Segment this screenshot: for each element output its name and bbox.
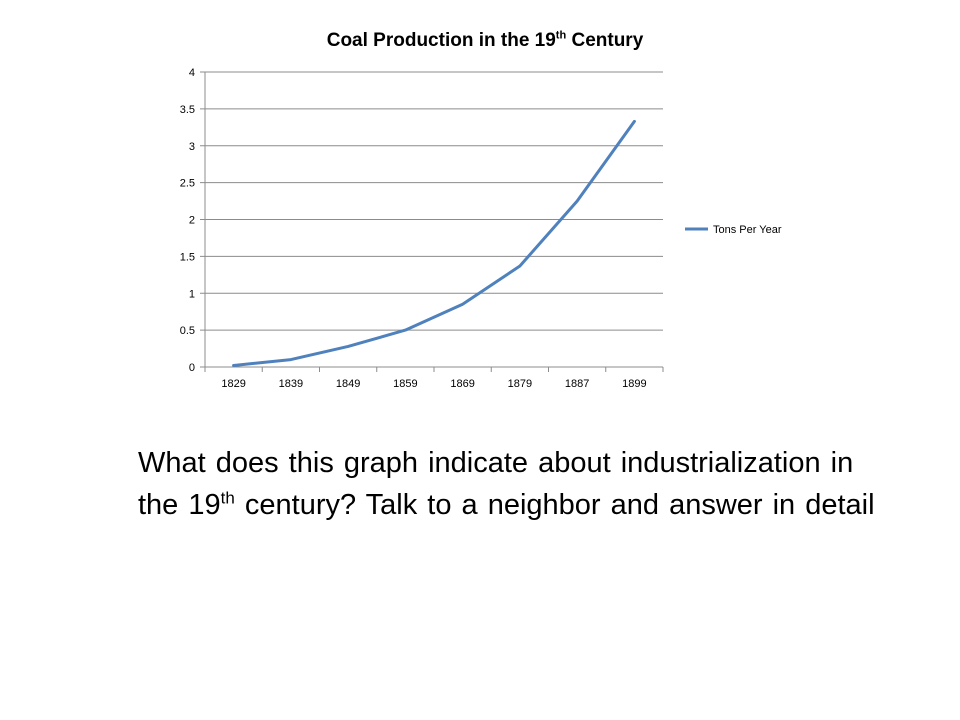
y-tick-label: 4	[189, 67, 195, 79]
legend: Tons Per Year	[685, 224, 782, 236]
x-tick-label: 1899	[622, 378, 646, 390]
x-tick-label: 1849	[336, 378, 360, 390]
x-tick-label: 1879	[508, 378, 532, 390]
y-tick-label: 3	[189, 141, 195, 153]
x-tick-label: 1887	[565, 378, 589, 390]
x-tick-label: 1859	[393, 378, 417, 390]
y-tick-labels: 0 0.5 1 1.5 2 2.5 3 3.5 4	[180, 67, 195, 374]
question-text: What does this graph indicate about indu…	[138, 442, 898, 526]
question-superscript: th	[220, 488, 235, 508]
series-line	[232, 119, 636, 367]
y-tick-label: 2	[189, 215, 195, 227]
x-tick-labels: 1829 1839 1849 1859 1869 1879 1887 1899	[221, 378, 646, 390]
y-tick-label: 1.5	[180, 251, 195, 263]
y-tick-label: 1	[189, 288, 195, 300]
question-part-2: century? Talk to a neighbor and answer i…	[234, 489, 875, 521]
chart-title-main: Coal Production in the 19	[326, 30, 556, 51]
series-lines	[232, 119, 636, 367]
line-chart: 00.511.522.533.54 1829 1839 1849 1859 1869 18…	[180, 67, 782, 390]
question-part-1: What does this graph indicate about indu…	[138, 447, 854, 521]
y-tick-label: 0.5	[180, 325, 195, 337]
chart-title-end: Century	[566, 30, 644, 51]
chart-title-superscript: th	[555, 29, 567, 42]
y-tick-label: 3.5	[180, 104, 195, 116]
axes	[200, 71, 664, 372]
chart-title: Coal Production in the 19th Century	[270, 30, 700, 52]
x-tick-label: 1869	[450, 378, 474, 390]
x-tick-label: 1839	[279, 378, 303, 390]
y-tick-label: 2.5	[180, 178, 195, 190]
y-tick-label: 0	[189, 362, 195, 374]
x-tick-label: 1829	[221, 378, 245, 390]
gridlines	[205, 71, 663, 331]
legend-label: Tons Per Year	[713, 224, 782, 236]
